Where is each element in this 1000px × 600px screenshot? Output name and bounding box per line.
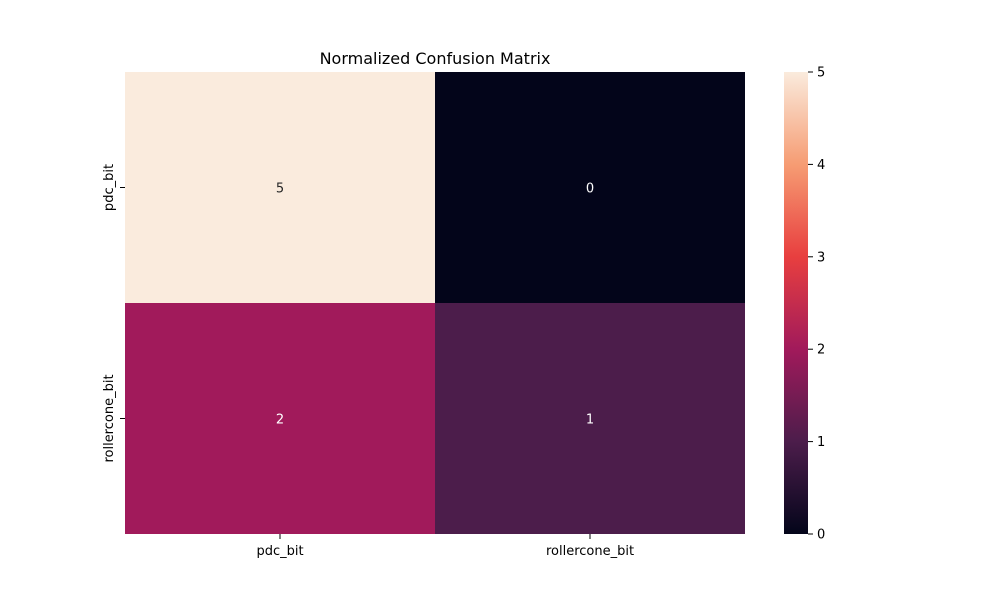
colorbar-tick-label: 1: [817, 435, 825, 450]
colorbar-tick-label: 4: [817, 158, 825, 173]
x-axis: pdc_bit rollercone_bit: [256, 534, 634, 559]
heatmap-cell-0-1: [435, 72, 745, 303]
heatmap-cells: 5 0 2 1: [125, 72, 745, 534]
colorbar: 0 1 2 3 4 5: [784, 66, 825, 543]
heatmap-cell-1-1: [435, 303, 745, 534]
cell-annotation-1-1: 1: [586, 413, 594, 428]
x-tick-label: pdc_bit: [256, 544, 303, 559]
cell-annotation-0-1: 0: [586, 182, 594, 197]
colorbar-tick-label: 0: [817, 528, 825, 543]
colorbar-tick-label: 5: [817, 66, 825, 81]
y-axis: pdc_bit rollercone_bit: [102, 164, 125, 463]
colorbar-gradient: [784, 72, 808, 534]
chart-title: Normalized Confusion Matrix: [320, 49, 551, 68]
cell-annotation-0-0: 5: [276, 182, 284, 197]
cell-annotation-1-0: 2: [276, 413, 284, 428]
y-tick-label: rollercone_bit: [102, 374, 117, 462]
heatmap-cell-0-0: [125, 72, 435, 303]
y-tick-label: pdc_bit: [102, 164, 117, 211]
colorbar-tick-label: 3: [817, 250, 825, 265]
x-tick-label: rollercone_bit: [546, 544, 634, 559]
colorbar-tick-label: 2: [817, 343, 825, 358]
heatmap-cell-1-0: [125, 303, 435, 534]
